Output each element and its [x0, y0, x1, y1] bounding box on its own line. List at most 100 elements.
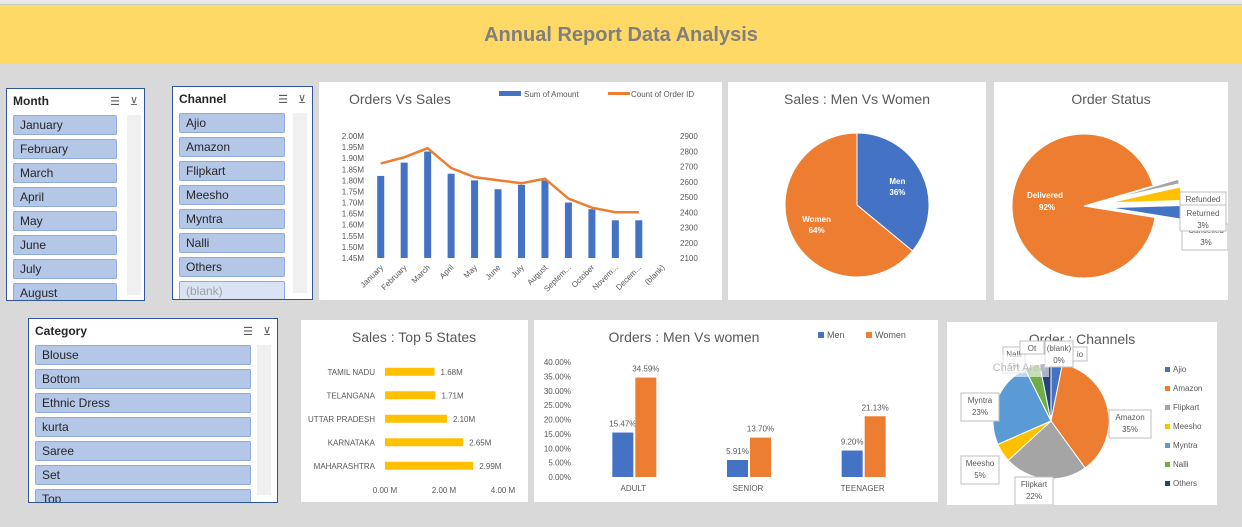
orders-vs-sales-chart: Orders Vs Sales Sum of Amount Count of Ord…: [342, 90, 699, 294]
slicer-item[interactable]: Bottom: [35, 369, 251, 389]
top-states-panel[interactable]: Sales : Top 5 States TAMIL NADU 1.68M TELAN…: [301, 320, 528, 502]
category-slicer-title: Category: [35, 324, 88, 338]
data-label: 34.59%: [632, 365, 659, 374]
slicer-item[interactable]: March: [13, 163, 117, 183]
y-tick-label-left: 1.60M: [342, 221, 365, 230]
orders-vs-sales-panel[interactable]: Orders Vs Sales Sum of Amount Count of Ord…: [319, 82, 722, 300]
data-label: 2.99M: [479, 462, 502, 471]
channel-slicer[interactable]: Channel ☰ ⊻ Ajio Amazon Flipkart Meesho Myntr…: [172, 86, 313, 300]
sales-men-women-panel[interactable]: Sales : Men Vs Women Men 36% Women 64%: [728, 82, 986, 300]
month-slicer[interactable]: Month ☰ ⊻ January February March April May Jun…: [6, 88, 145, 301]
bar-women: [635, 377, 657, 477]
x-tick-label: ADULT: [621, 484, 647, 493]
slicer-item[interactable]: Ethnic Dress: [35, 393, 251, 413]
slicer-item[interactable]: July: [13, 259, 117, 279]
orders-men-women-panel[interactable]: Orders : Men Vs women Men Women 40.00% 35.00…: [534, 320, 938, 502]
multi-select-icon[interactable]: ☰: [278, 93, 288, 106]
pie-slice-women: [784, 132, 914, 278]
bar-state: [385, 391, 436, 400]
bar-amount: [447, 173, 455, 258]
slicer-item[interactable]: Top: [35, 489, 251, 502]
category-slicer[interactable]: Category ☰ ⊻ Blouse Bottom Ethnic Dress kurt…: [28, 318, 278, 503]
slicer-item[interactable]: Nalli: [179, 233, 285, 253]
legend-label: Others: [1173, 479, 1197, 488]
y-tick-label: 35.00%: [544, 372, 571, 381]
slicer-item[interactable]: August: [13, 283, 117, 300]
y-tick-label-left: 1.80M: [342, 176, 365, 185]
data-label: Amazon: [1115, 413, 1144, 422]
data-label: Refunded: [1186, 195, 1221, 204]
sales-men-women-chart: Sales : Men Vs Women Men 36% Women 64%: [784, 91, 930, 278]
slicer-item[interactable]: Others: [179, 257, 285, 277]
multi-select-icon[interactable]: ☰: [243, 325, 253, 338]
y-tick-label-left: 1.90M: [342, 154, 365, 163]
clear-filter-icon[interactable]: ⊻: [129, 95, 138, 108]
y-tick-label: 25.00%: [544, 401, 571, 410]
slicer-item[interactable]: Meesho: [179, 185, 285, 205]
multi-select-icon[interactable]: ☰: [110, 95, 120, 108]
month-slicer-scrollbar[interactable]: [127, 115, 141, 295]
slicer-item[interactable]: Set: [35, 465, 251, 485]
bar-men: [727, 460, 748, 477]
y-tick-label-right: 2800: [680, 147, 698, 156]
legend-label: Meesho: [1173, 422, 1202, 431]
slicer-item[interactable]: Saree: [35, 441, 251, 461]
slicer-item[interactable]: January: [13, 115, 117, 135]
order-channels-panel[interactable]: Order : Channels Ajio Amazon Flipkart Meesho…: [947, 322, 1217, 506]
y-tick-label: 15.00%: [544, 430, 571, 439]
y-tick-label: 10.00%: [544, 444, 571, 453]
order-status-chart: Order StatusDelivered92%Cancelled3%Retur…: [1011, 91, 1229, 279]
slicer-item[interactable]: Amazon: [179, 137, 285, 157]
y-tick-label: 30.00%: [544, 387, 571, 396]
y-tick-label-left: 2.00M: [342, 132, 365, 141]
y-tick-label-left: 1.50M: [342, 243, 365, 252]
channel-slicer-title: Channel: [179, 92, 227, 106]
clear-filter-icon[interactable]: ⊻: [262, 325, 271, 338]
order-status-panel[interactable]: Order StatusDelivered92%Cancelled3%Retur…: [994, 82, 1229, 300]
y-tick-label: 40.00%: [544, 358, 571, 367]
legend-swatch-men: [818, 332, 824, 338]
data-label: 1.68M: [441, 368, 464, 377]
slicer-item[interactable]: (blank): [179, 281, 285, 299]
slicer-item[interactable]: June: [13, 235, 117, 255]
legend-swatch: [1165, 443, 1170, 448]
legend-swatch-women: [866, 332, 872, 338]
slicer-item[interactable]: February: [13, 139, 117, 159]
y-tick-label: KARNATAKA: [328, 438, 376, 447]
y-tick-label-right: 2600: [680, 178, 698, 187]
chart-title: Order Status: [1071, 91, 1150, 107]
category-slicer-scrollbar[interactable]: [257, 345, 271, 495]
data-label: 1.71M: [441, 391, 464, 400]
bar-amount: [471, 180, 479, 258]
slicer-item[interactable]: Flipkart: [179, 161, 285, 181]
data-label: 22%: [1026, 492, 1042, 501]
slicer-item[interactable]: Myntra: [179, 209, 285, 229]
legend-swatch: [1165, 462, 1170, 467]
legend-swatch-count: [608, 92, 630, 95]
legend-label: Ajio: [1173, 365, 1187, 374]
legend-label: Men: [827, 330, 845, 340]
category-slicer-list: Blouse Bottom Ethnic Dress kurta Saree Set Top: [35, 345, 251, 502]
data-label: Nalli: [1006, 350, 1022, 359]
callout-box: [960, 455, 1000, 485]
slicer-item[interactable]: Blouse: [35, 345, 251, 365]
y-tick-label: 0.00%: [548, 473, 571, 482]
y-tick-label-right: 2500: [680, 193, 698, 202]
callout-box: [1108, 409, 1152, 439]
bar-state: [385, 367, 435, 376]
slicer-item[interactable]: April: [13, 187, 117, 207]
y-tick-label: UTTAR PRADESH: [308, 415, 375, 424]
callout-box: [1044, 340, 1074, 368]
slicer-item[interactable]: kurta: [35, 417, 251, 437]
x-tick-label: 2.00 M: [432, 486, 457, 495]
data-label: 5%: [974, 471, 986, 480]
slicer-item[interactable]: Ajio: [179, 113, 285, 133]
orders-men-women-chart: Orders : Men Vs women Men Women 40.00% 35.00…: [544, 329, 906, 493]
bar-amount: [377, 175, 385, 258]
slicer-item[interactable]: May: [13, 211, 117, 231]
x-tick-label: April: [438, 263, 456, 281]
channel-slicer-scrollbar[interactable]: [293, 113, 307, 293]
y-tick-label-right: 2300: [680, 224, 698, 233]
legend-label: Nalli: [1173, 460, 1189, 469]
clear-filter-icon[interactable]: ⊻: [297, 93, 306, 106]
